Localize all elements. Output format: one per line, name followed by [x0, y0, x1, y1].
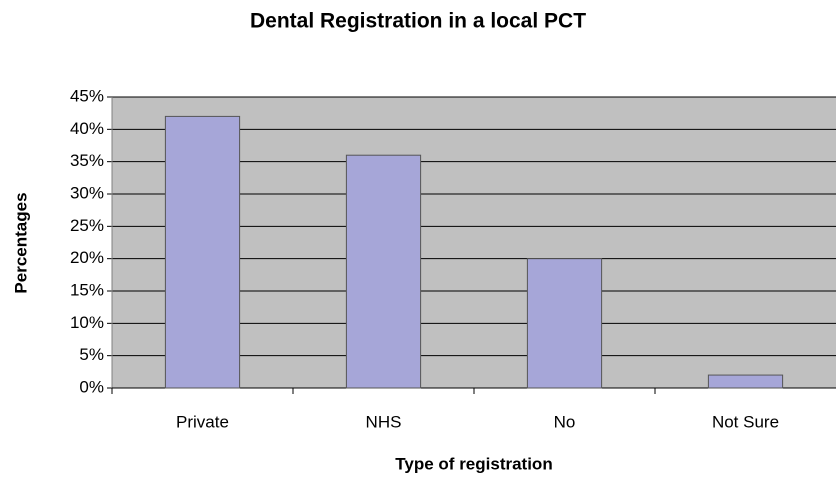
y-tick-label: 15% — [70, 280, 104, 299]
bar — [164, 115, 241, 389]
bar — [345, 154, 422, 389]
y-tick-label: 35% — [70, 151, 104, 170]
y-axis-title: Percentages — [11, 192, 30, 293]
x-tick-label: Not Sure — [712, 412, 779, 431]
x-tick-label: No — [554, 412, 576, 431]
x-tick-label: Private — [176, 412, 229, 431]
x-axis-title: Type of registration — [395, 454, 552, 473]
chart-title: Dental Registration in a local PCT — [250, 10, 586, 33]
y-tick-label: 40% — [70, 119, 104, 138]
y-tick-label: 30% — [70, 183, 104, 202]
bar — [707, 374, 784, 389]
y-tick-label: 45% — [70, 86, 104, 105]
y-tick-label: 25% — [70, 216, 104, 235]
x-tick-label: NHS — [366, 412, 402, 431]
y-tick-label: 20% — [70, 248, 104, 267]
bar — [526, 258, 603, 389]
y-tick-label: 0% — [79, 377, 104, 396]
y-tick-label: 5% — [79, 345, 104, 364]
y-tick-label: 10% — [70, 313, 104, 332]
